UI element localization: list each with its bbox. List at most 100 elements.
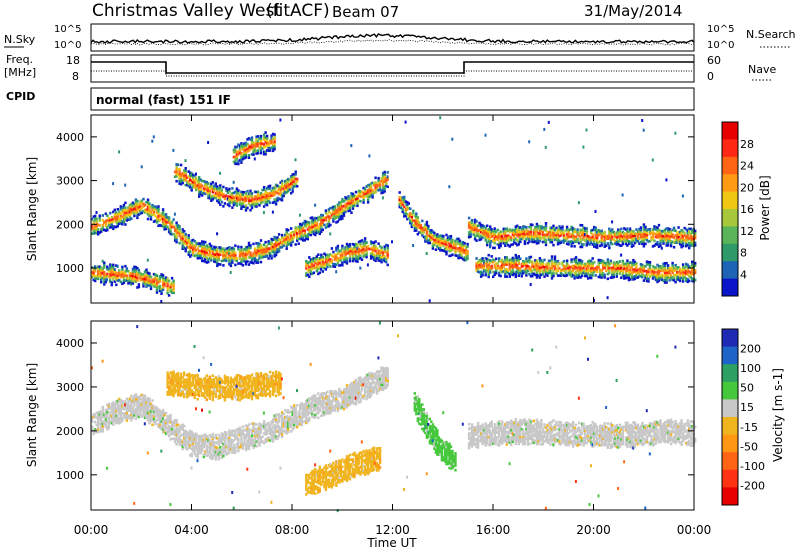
power-cell (510, 263, 513, 266)
power-cell (274, 253, 278, 257)
power-cell (691, 243, 694, 246)
power-cell (327, 258, 331, 262)
power-cell (534, 240, 537, 243)
power-cell (647, 277, 650, 281)
power-cell (567, 233, 570, 236)
power-cell (532, 265, 536, 268)
power-cell (279, 188, 282, 192)
power-cell (620, 253, 623, 257)
power-cell (357, 252, 361, 256)
power-cell (267, 252, 270, 255)
power-cell (243, 198, 246, 201)
power-cell (639, 235, 643, 239)
power-cell (493, 273, 496, 276)
power-cell (659, 242, 662, 245)
power-cell (237, 160, 240, 163)
power-cell (253, 190, 257, 194)
power-cell (118, 274, 121, 277)
power-cell (588, 243, 591, 246)
velocity-cell (100, 425, 103, 428)
power-cell (232, 252, 236, 255)
power-cell (691, 272, 694, 276)
power-cell (537, 269, 540, 273)
power-cell (448, 245, 451, 248)
power-cell (623, 236, 626, 240)
power-cell (618, 232, 621, 235)
velocity-cell (101, 415, 104, 419)
velocity-cell (193, 433, 196, 436)
power-cell (290, 179, 293, 183)
velocity-cell (112, 418, 115, 421)
power-cell (217, 255, 220, 259)
power-cell (620, 269, 623, 272)
power-cell (181, 233, 184, 236)
power-cell (461, 250, 465, 254)
power-cell (653, 268, 656, 272)
power-cell (513, 241, 516, 244)
power-cell (674, 280, 677, 284)
power-cell (449, 249, 453, 253)
power-cell (669, 232, 673, 236)
power-cell (582, 145, 585, 149)
power-cell (448, 185, 451, 189)
power-cell (347, 197, 350, 201)
power-cell (294, 172, 297, 176)
power-cell (329, 211, 332, 215)
power-cell (369, 257, 373, 260)
power-cell (612, 268, 615, 272)
velocity-cell (175, 377, 178, 381)
power-cell (321, 221, 324, 224)
power-cell (483, 266, 486, 270)
power-cell (436, 238, 439, 241)
velocity-cell (104, 425, 107, 429)
power-cell (535, 230, 539, 233)
power-cell (172, 225, 175, 229)
power-cell (255, 195, 258, 199)
power-cell (148, 209, 151, 213)
power-cell (214, 194, 217, 197)
power-cell (552, 224, 555, 228)
power-cell (639, 226, 643, 229)
velocity-cell (170, 378, 174, 382)
power-cell (124, 274, 127, 278)
power-cell (240, 257, 243, 261)
power-cell (639, 228, 643, 232)
power-cell (585, 229, 588, 233)
power-cell (196, 247, 199, 250)
velocity-cell (169, 380, 172, 384)
power-cell (641, 266, 644, 269)
power-cell (620, 234, 623, 238)
power-cell (149, 210, 153, 214)
power-cell (270, 134, 273, 137)
power-cell (431, 247, 435, 250)
power-cell (525, 271, 528, 275)
power-cell (511, 243, 514, 246)
power-cell (261, 193, 264, 197)
power-cell (315, 267, 318, 270)
power-cell (556, 230, 560, 234)
power-cell (124, 223, 127, 226)
velocity-cell (187, 446, 190, 449)
power-cell (564, 274, 567, 278)
power-cell (273, 247, 276, 251)
power-cell (689, 244, 692, 247)
power-cell (624, 228, 628, 231)
power-cell (208, 245, 211, 248)
power-cell (252, 148, 255, 152)
power-cell (562, 236, 566, 240)
power-cell (255, 205, 258, 208)
power-cell (154, 283, 157, 286)
power-cell (671, 261, 674, 265)
power-cell (645, 229, 649, 232)
power-cell (110, 274, 113, 277)
power-cell (385, 184, 388, 188)
power-cell (131, 208, 135, 212)
power-cell (148, 281, 151, 285)
power-cell (407, 216, 410, 220)
power-cell (213, 184, 216, 188)
power-cell (107, 224, 110, 227)
power-cell (614, 265, 617, 268)
power-cell (678, 269, 682, 273)
power-cell (596, 241, 599, 245)
power-cell (234, 150, 237, 154)
